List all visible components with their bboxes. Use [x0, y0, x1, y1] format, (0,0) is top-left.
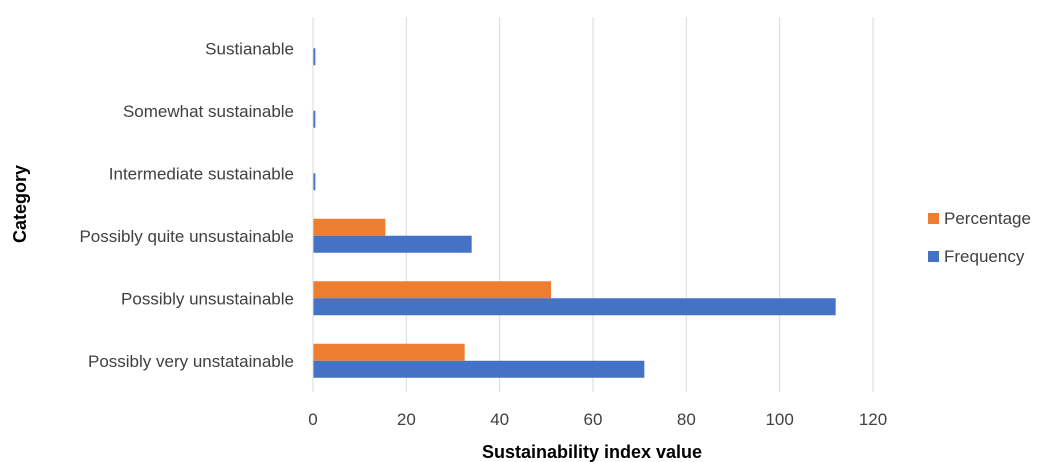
- gridlines: [405, 17, 874, 392]
- x-tick-label: 20: [397, 410, 416, 429]
- x-tick-label: 0: [308, 410, 317, 429]
- bar-percentage: [313, 281, 551, 299]
- bar-frequency: [313, 173, 316, 191]
- legend-swatch-percentage: [928, 213, 939, 224]
- bar-frequency: [313, 298, 836, 316]
- bar-frequency: [313, 110, 316, 128]
- y-axis-title: Category: [10, 165, 30, 243]
- category-label: Possibly very unstatainable: [88, 352, 294, 371]
- category-label: Sustianable: [205, 39, 294, 58]
- x-tick-label: 120: [859, 410, 887, 429]
- x-tick-label: 100: [765, 410, 793, 429]
- category-label: Somewhat sustainable: [123, 102, 294, 121]
- x-tick-label: 60: [584, 410, 603, 429]
- bar-percentage: [313, 343, 465, 361]
- legend-swatch-frequency: [928, 251, 939, 262]
- category-label: Possibly unsustainable: [121, 289, 294, 308]
- category-label: Intermediate sustainable: [109, 164, 294, 183]
- x-tick-labels: 0 20 40 60 80 100 120: [308, 410, 887, 429]
- category-labels: Sustianable Somewhat sustainable Intermedi…: [79, 39, 294, 371]
- bar-frequency: [313, 48, 316, 66]
- bars: [313, 48, 836, 378]
- bar-percentage: [313, 218, 386, 236]
- x-axis-title: Sustainability index value: [482, 442, 702, 462]
- legend-label-percentage: Percentage: [944, 209, 1031, 228]
- category-label: Possibly quite unsustainable: [79, 227, 294, 246]
- bar-frequency: [313, 360, 645, 378]
- x-tick-label: 80: [677, 410, 696, 429]
- bar-frequency: [313, 235, 472, 253]
- legend-label-frequency: Frequency: [944, 247, 1025, 266]
- x-tick-label: 40: [490, 410, 509, 429]
- legend: Percentage Frequency: [928, 209, 1031, 266]
